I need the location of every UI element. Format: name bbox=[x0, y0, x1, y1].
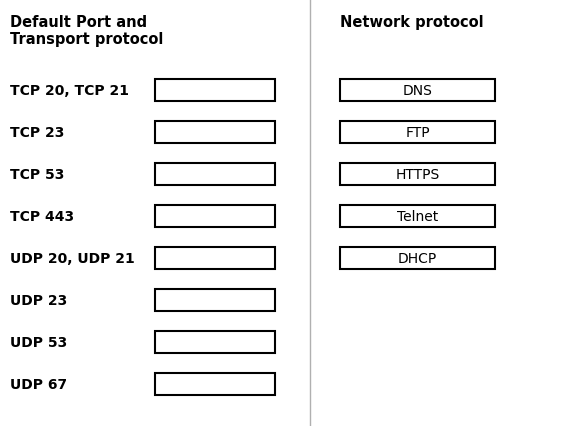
Bar bbox=[155, 248, 275, 269]
Bar bbox=[155, 80, 275, 102]
Text: FTP: FTP bbox=[405, 126, 430, 140]
Bar bbox=[155, 373, 275, 395]
Text: UDP 23: UDP 23 bbox=[10, 294, 67, 307]
Text: TCP 20, TCP 21: TCP 20, TCP 21 bbox=[10, 84, 129, 98]
Bar bbox=[155, 122, 275, 144]
Bar bbox=[155, 205, 275, 227]
Text: HTTPS: HTTPS bbox=[395, 167, 440, 181]
Text: TCP 53: TCP 53 bbox=[10, 167, 64, 181]
Text: Network protocol: Network protocol bbox=[340, 15, 483, 30]
Bar bbox=[340, 80, 495, 102]
Bar bbox=[340, 122, 495, 144]
Text: Default Port and
Transport protocol: Default Port and Transport protocol bbox=[10, 15, 164, 47]
Bar bbox=[340, 248, 495, 269]
Text: UDP 20, UDP 21: UDP 20, UDP 21 bbox=[10, 251, 135, 265]
Bar bbox=[340, 205, 495, 227]
Text: Telnet: Telnet bbox=[397, 210, 438, 224]
Text: DHCP: DHCP bbox=[398, 251, 437, 265]
Bar bbox=[155, 289, 275, 311]
Bar bbox=[340, 164, 495, 186]
Text: UDP 67: UDP 67 bbox=[10, 377, 67, 391]
Text: UDP 53: UDP 53 bbox=[10, 335, 67, 349]
Text: TCP 23: TCP 23 bbox=[10, 126, 64, 140]
Text: DNS: DNS bbox=[403, 84, 432, 98]
Bar bbox=[155, 164, 275, 186]
Text: TCP 443: TCP 443 bbox=[10, 210, 74, 224]
Bar bbox=[155, 331, 275, 353]
